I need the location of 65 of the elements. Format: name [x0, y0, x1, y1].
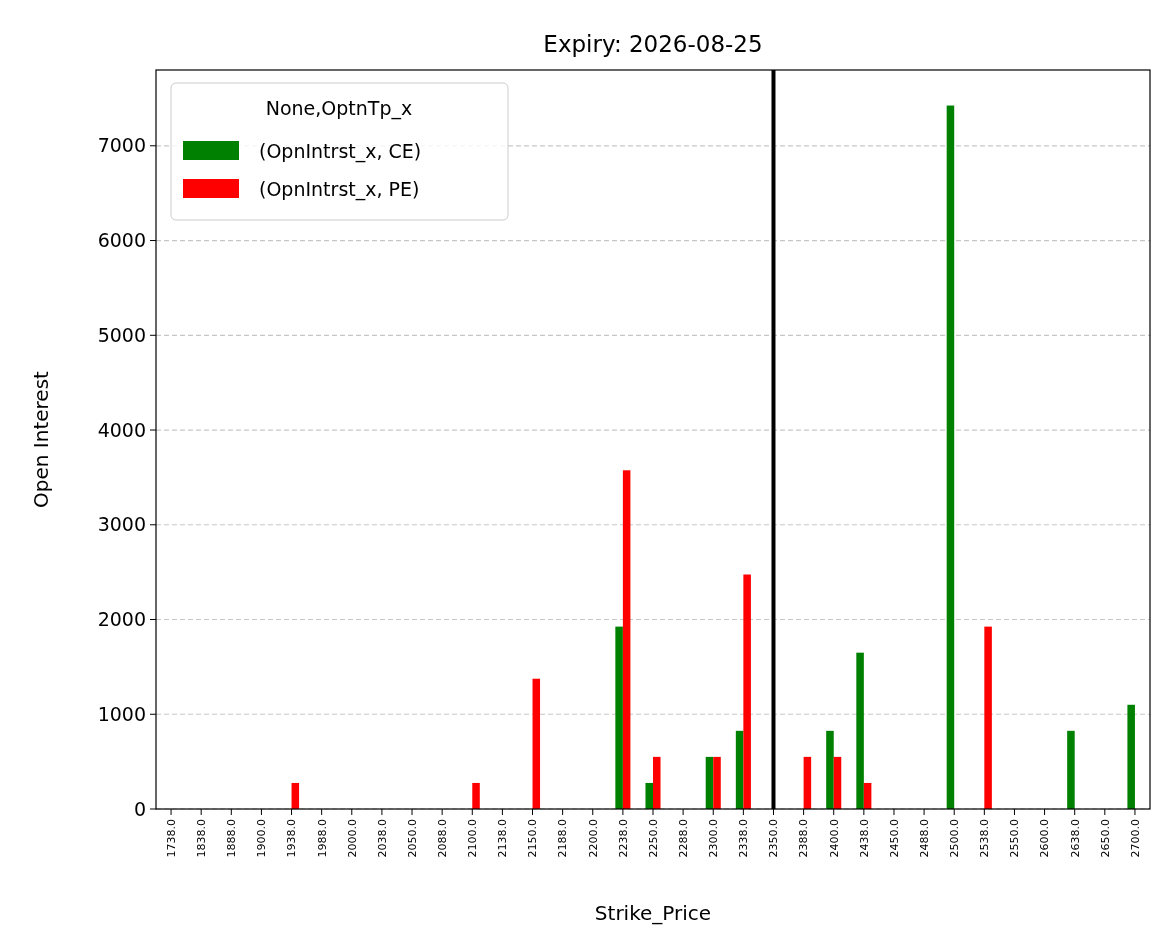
x-tick-label: 2100.0 — [466, 819, 480, 858]
bar — [984, 626, 992, 809]
bar — [653, 756, 661, 809]
y-tick-label: 6000 — [97, 229, 146, 252]
chart-title: Expiry: 2026-08-25 — [543, 31, 763, 57]
x-tick-label: 2038.0 — [375, 819, 389, 858]
legend-label: (OpnIntrst_x, CE) — [259, 139, 422, 163]
y-tick-label: 4000 — [97, 418, 146, 441]
legend-title: None,OptnTp_x — [265, 97, 413, 120]
y-tick-label: 5000 — [97, 323, 146, 346]
x-tick-label: 2500.0 — [948, 819, 962, 858]
x-tick-label: 1938.0 — [285, 819, 299, 858]
x-tick-label: 2050.0 — [405, 819, 419, 858]
bar — [1067, 730, 1075, 809]
bar — [946, 105, 955, 809]
bar — [645, 782, 653, 809]
x-tick-label: 2538.0 — [978, 819, 992, 858]
bar — [713, 756, 721, 809]
x-tick-label: 2188.0 — [556, 819, 570, 858]
x-tick-label: 2250.0 — [646, 819, 660, 858]
bar — [1127, 704, 1135, 809]
x-tick-label: 2438.0 — [857, 819, 871, 858]
x-tick-label: 2450.0 — [887, 819, 901, 858]
x-tick-label: 2300.0 — [707, 819, 721, 858]
x-tick-label: 2138.0 — [496, 819, 510, 858]
x-tick-label: 1988.0 — [315, 819, 329, 858]
y-tick-label: 1000 — [97, 702, 146, 725]
x-tick-label: 2638.0 — [1068, 819, 1082, 858]
x-tick-label: 2238.0 — [616, 819, 630, 858]
x-tick-label: 2700.0 — [1128, 819, 1142, 858]
y-tick-label: 2000 — [97, 608, 146, 631]
legend-label: (OpnIntrst_x, PE) — [259, 177, 420, 201]
x-axis-title: Strike_Price — [594, 901, 712, 925]
bar — [735, 730, 744, 809]
y-tick-label: 3000 — [97, 513, 146, 536]
x-tick-label: 1888.0 — [225, 819, 239, 858]
x-tick-label: 2350.0 — [767, 819, 781, 858]
x-tick-label: 1900.0 — [255, 819, 269, 858]
y-tick-label: 0 — [133, 797, 146, 820]
bar — [833, 756, 842, 809]
x-tick-label: 2000.0 — [345, 819, 359, 858]
x-tick-label: 2088.0 — [436, 819, 449, 858]
y-axis-title: Open Interest — [29, 370, 53, 508]
bar — [705, 756, 714, 809]
x-tick-label: 2650.0 — [1098, 819, 1112, 858]
x-tick-label: 2150.0 — [526, 819, 540, 858]
x-tick-label: 2388.0 — [797, 819, 811, 858]
bar — [532, 678, 541, 809]
x-tick-label: 2600.0 — [1038, 819, 1052, 858]
x-tick-label: 2488.0 — [917, 819, 931, 858]
x-tick-label: 2338.0 — [737, 819, 751, 858]
bar — [615, 626, 623, 809]
x-tick-label: 1738.0 — [164, 819, 178, 858]
bar — [743, 574, 751, 809]
bar — [856, 652, 864, 809]
y-tick-label: 7000 — [97, 134, 146, 157]
x-tick-label: 2550.0 — [1008, 819, 1022, 858]
x-tick-label: 1838.0 — [195, 819, 209, 858]
x-tick-label: 2200.0 — [586, 819, 600, 858]
x-tick-label: 2288.0 — [676, 819, 690, 858]
bar — [472, 782, 480, 809]
bar — [803, 756, 812, 809]
x-tick-label: 2400.0 — [827, 819, 841, 858]
bar — [622, 470, 631, 809]
bar — [826, 730, 834, 809]
